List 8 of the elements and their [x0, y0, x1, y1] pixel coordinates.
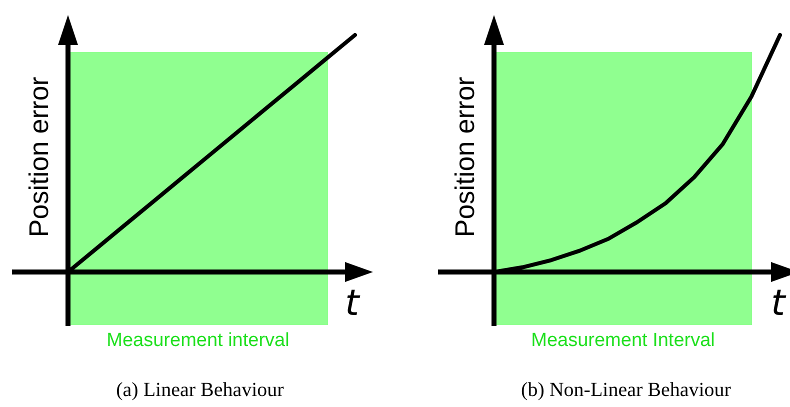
- text: Measurement interval: [106, 330, 290, 351]
- x-axis-title: t: [771, 283, 787, 324]
- y-axis-title: Position error: [450, 76, 480, 238]
- y-axis-title: Position error: [24, 76, 54, 238]
- x-axis-title: t: [345, 283, 361, 324]
- text: Measurement Interval: [531, 330, 715, 351]
- text: (a) Linear Behaviour: [116, 379, 284, 401]
- text: (b) Non-Linear Behaviour: [521, 379, 732, 401]
